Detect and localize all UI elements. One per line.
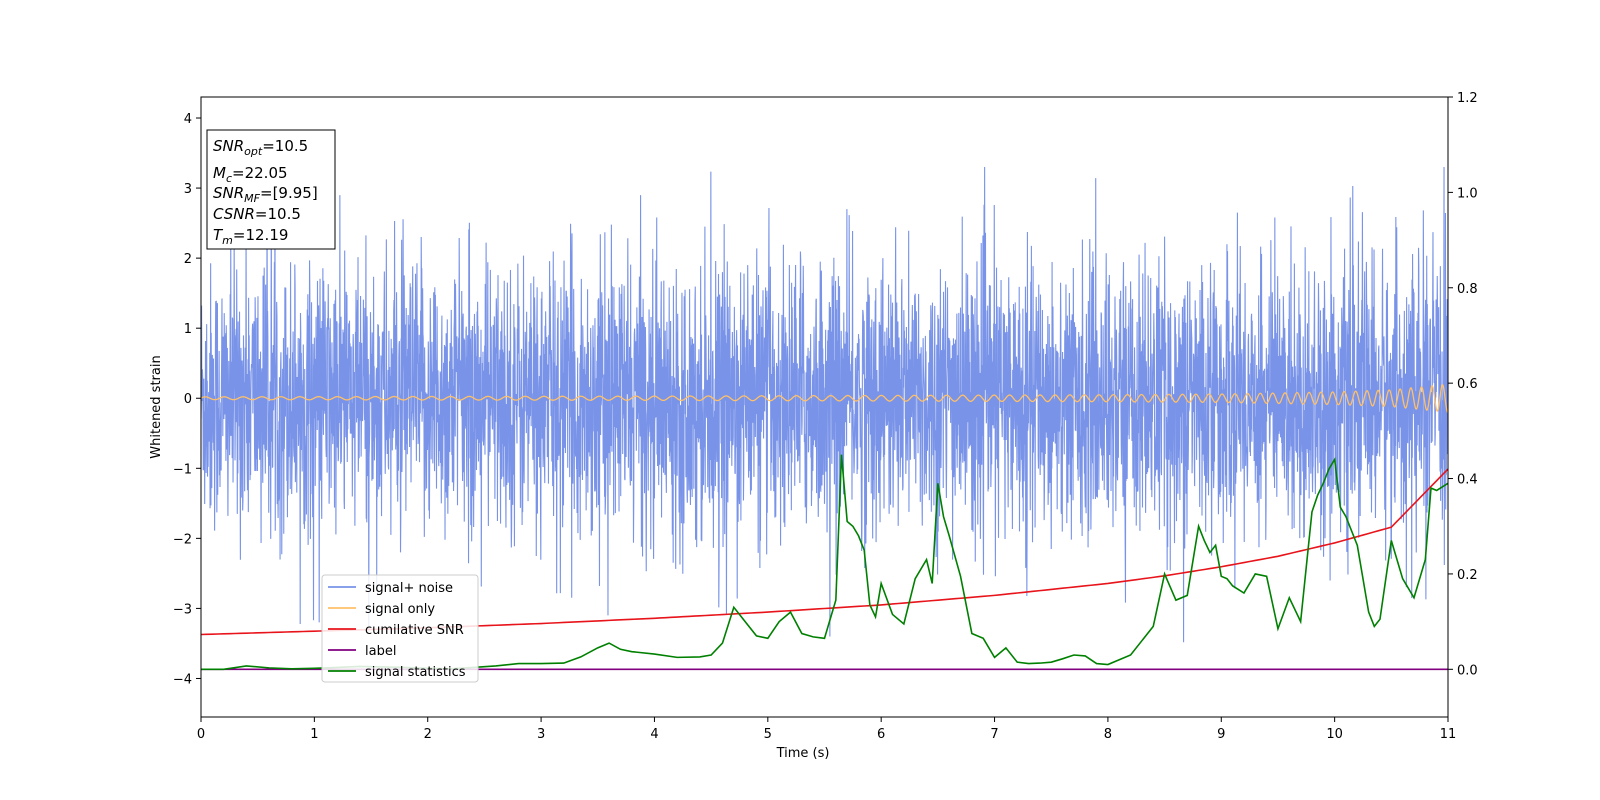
x-tick-label: 0 [197, 727, 205, 742]
y-tick-label: −4 [173, 672, 192, 687]
x-tick-label: 9 [1217, 727, 1225, 742]
x-tick-label: 7 [990, 727, 998, 742]
x-axis-label: Time (s) [776, 746, 830, 761]
stats-line: SNRMF=[9.95] [213, 184, 318, 205]
stats-line: Mc=22.05 [213, 164, 288, 185]
x-tick-label: 4 [650, 727, 658, 742]
x-tick-label: 5 [764, 727, 772, 742]
legend-entry: signal statistics [365, 665, 466, 680]
y-right-tick-label: 0.4 [1457, 473, 1478, 488]
x-tick-label: 2 [424, 727, 432, 742]
legend-entry: signal+ noise [365, 581, 453, 596]
legend-entry: cumilative SNR [365, 623, 464, 638]
stats-box-frame [206, 129, 336, 250]
stats-box: SNRopt=10.5 Mc=22.05SNRMF=[9.95]CSNR=10.5… [206, 129, 336, 250]
y-tick-label: 4 [184, 112, 192, 127]
y-tick-label: 3 [184, 182, 192, 197]
y-right-tick-label: 0.2 [1457, 568, 1478, 583]
y-tick-label: 2 [184, 252, 192, 267]
series-line-signal-noise [201, 167, 1448, 643]
series-line-signal-only [201, 383, 1448, 414]
legend-entry: label [365, 644, 396, 659]
y-tick-label: 1 [184, 322, 192, 337]
y-tick-label: −3 [173, 602, 192, 617]
axes: 0 1 2 3 4 5 6 7 8 9 10 11 −4 −3 −2 −1 0 1 2 3 4 0.0 0.2 0.4 0.6 0… [173, 91, 1478, 742]
x-tick-label: 3 [537, 727, 545, 742]
y-right-tick-label: 1.0 [1457, 186, 1478, 201]
stats-line: CSNR=10.5 [213, 205, 301, 223]
y-right-tick-label: 0.0 [1457, 663, 1478, 678]
stats-line: Tm=12.19 [213, 226, 288, 247]
legend-frame [321, 574, 479, 683]
y-tick-label: 0 [184, 392, 192, 407]
x-tick-label: 8 [1104, 727, 1112, 742]
legend: signal+ noise signal only cumilative SNR la… [321, 574, 479, 683]
y-right-tick-label: 0.6 [1457, 377, 1478, 392]
plot-frame [200, 96, 1449, 718]
y-axis-label: Whitened strain [149, 355, 164, 458]
stats-line: SNRopt=10.5 [213, 137, 308, 158]
legend-entry: signal only [365, 602, 435, 617]
x-tick-label: 10 [1326, 727, 1343, 742]
y-tick-label: −1 [173, 462, 192, 477]
x-tick-label: 1 [310, 727, 318, 742]
y-right-tick-label: 0.8 [1457, 282, 1478, 297]
y-tick-label: −2 [173, 532, 192, 547]
series-line-signal-statistics [201, 454, 1448, 671]
x-tick-label: 6 [877, 727, 885, 742]
y-right-tick-label: 1.2 [1457, 91, 1478, 106]
x-tick-label: 11 [1440, 727, 1457, 742]
